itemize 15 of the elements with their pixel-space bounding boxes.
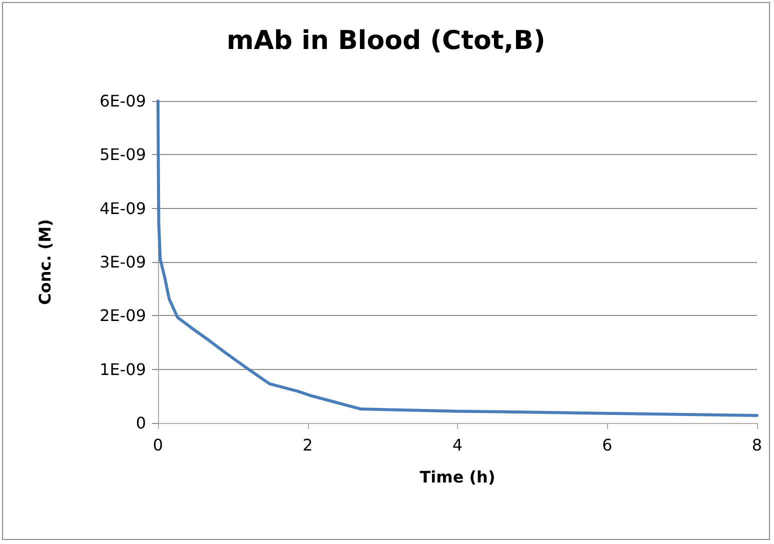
- y-tick-label: 0: [136, 414, 146, 432]
- x-tick-label: 0: [152, 436, 164, 454]
- y-tick-label: 6E-09: [100, 92, 146, 110]
- chart-title: mAb in Blood (Ctot,B): [226, 26, 546, 56]
- y-tick-label: 5E-09: [100, 145, 146, 164]
- y-axis-title: Conc. (M): [36, 219, 54, 305]
- y-tick-label: 3E-09: [100, 252, 146, 272]
- x-tick-label: 4: [452, 436, 463, 454]
- y-tick-label: 2E-09: [100, 306, 146, 326]
- x-tick-label: 2: [302, 436, 313, 454]
- x-axis-title: Time (h): [420, 468, 496, 486]
- y-tick-label: 1E-09: [100, 360, 146, 379]
- y-tick-label: 4E-09: [100, 198, 146, 218]
- x-tick-label: 6: [602, 436, 612, 454]
- x-tick-label: 8: [752, 436, 762, 454]
